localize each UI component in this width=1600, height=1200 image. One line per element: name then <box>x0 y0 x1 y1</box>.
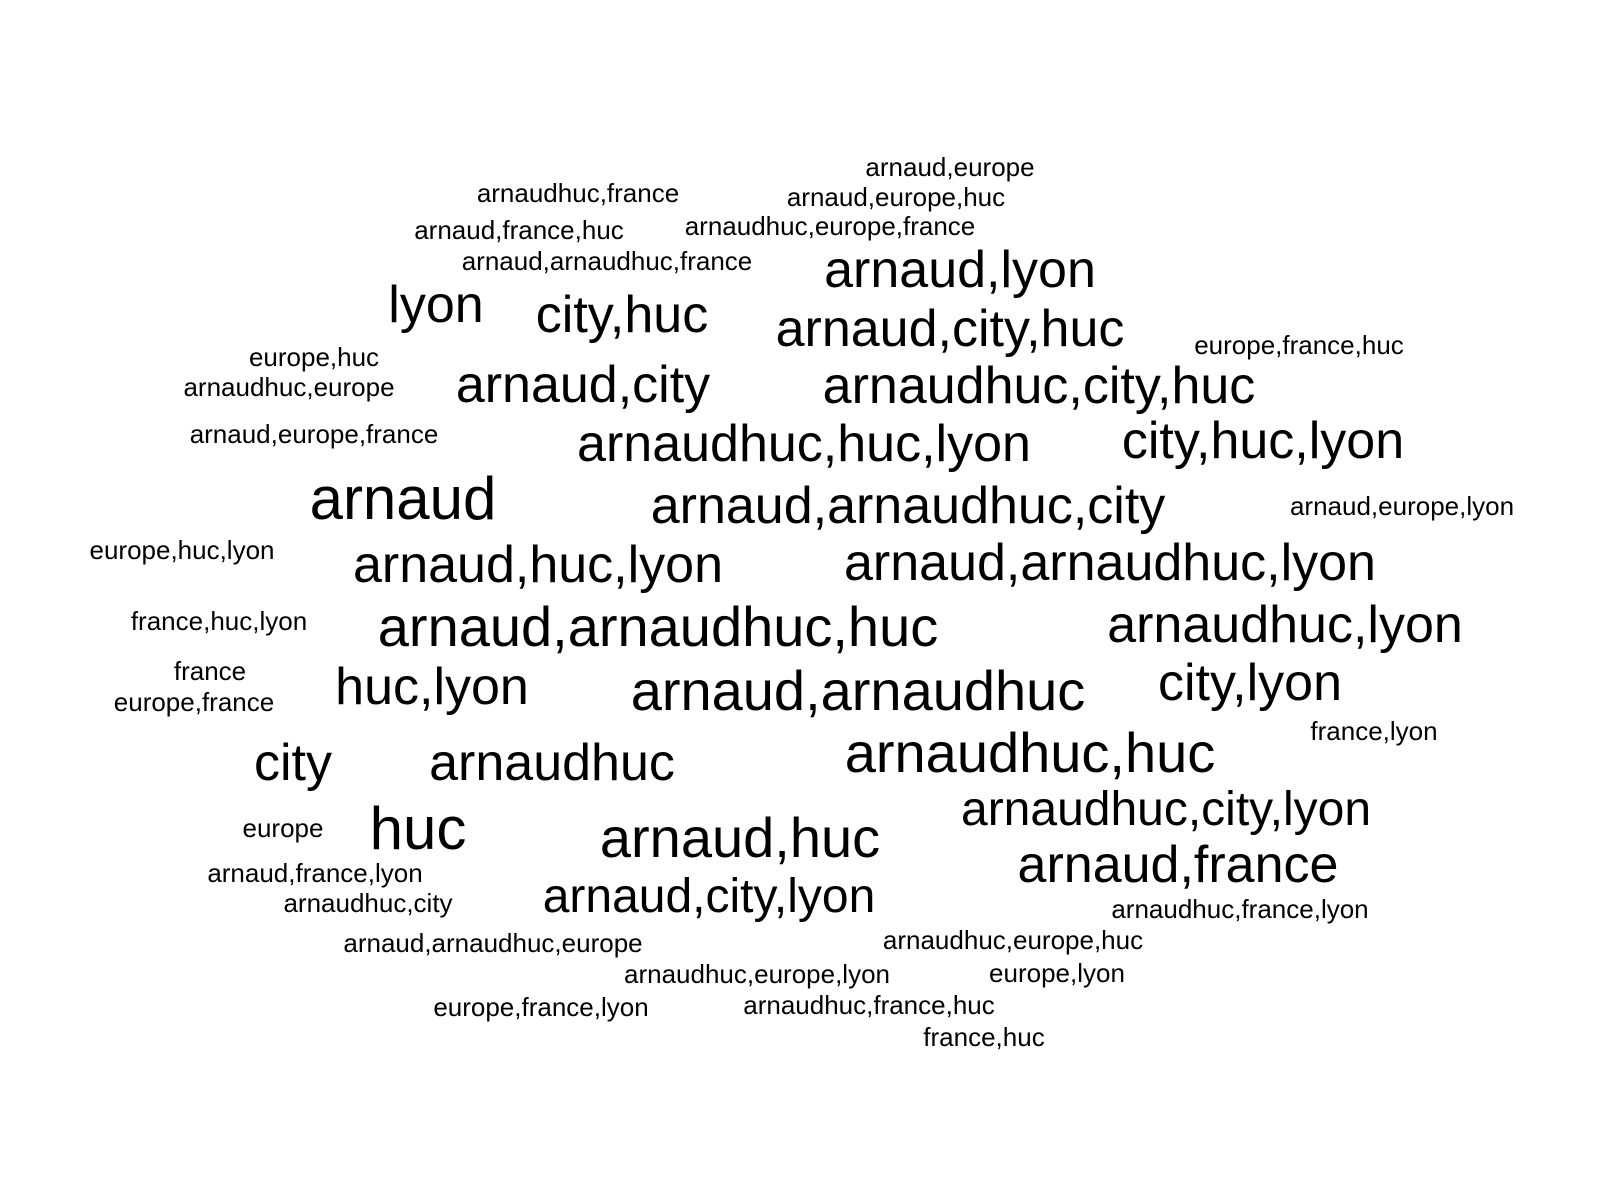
cloud-word: huc,lyon <box>335 658 529 716</box>
cloud-word: france,lyon <box>1310 716 1438 746</box>
cloud-word: europe,lyon <box>989 958 1125 988</box>
cloud-word: arnaud,europe,france <box>189 419 439 449</box>
cloud-word: arnaudhuc,huc,lyon <box>577 415 1031 473</box>
cloud-word: france <box>173 656 247 686</box>
cloud-word: arnaudhuc,city,lyon <box>960 783 1372 836</box>
cloud-word: arnaud,lyon <box>824 241 1096 299</box>
cloud-word: arnaudhuc,lyon <box>1107 596 1463 654</box>
cloud-word: arnaud,arnaudhuc,europe <box>343 928 643 958</box>
cloud-word: huc <box>369 795 467 862</box>
cloud-word: city,huc,lyon <box>1121 412 1405 470</box>
cloud-word: arnaud <box>309 465 497 532</box>
cloud-word: arnaudhuc <box>429 734 675 792</box>
cloud-word: france,huc,lyon <box>130 606 308 636</box>
cloud-word: arnaud,france <box>1017 836 1339 894</box>
cloud-word: europe,france,lyon <box>433 992 649 1022</box>
cloud-word: arnaudhuc,europe <box>183 372 395 402</box>
cloud-word: arnaudhuc,huc <box>844 721 1216 784</box>
cloud-word: arnaud,city,lyon <box>542 870 876 923</box>
cloud-word: lyon <box>388 276 484 334</box>
cloud-word: city <box>254 734 332 792</box>
cloud-word: europe,france <box>113 687 275 717</box>
cloud-word: city,huc <box>535 286 709 344</box>
cloud-word: arnaud,huc,lyon <box>352 536 724 594</box>
cloud-word: arnaud,arnaudhuc <box>630 659 1086 722</box>
cloud-word: arnaud,arnaudhuc,lyon <box>844 534 1376 592</box>
cloud-word: france,huc <box>923 1022 1045 1052</box>
cloud-word: arnaud,europe,lyon <box>1289 491 1515 521</box>
cloud-word: europe,huc,lyon <box>89 535 275 565</box>
cloud-word: europe,huc <box>248 342 380 372</box>
cloud-word: arnaudhuc,france <box>476 178 680 208</box>
cloud-word: arnaud,europe,huc <box>786 182 1006 212</box>
cloud-word: arnaud,huc <box>599 806 881 869</box>
cloud-word: arnaud,arnaudhuc,france <box>461 246 753 276</box>
cloud-word: city,lyon <box>1158 654 1342 712</box>
cloud-word: arnaudhuc,france,lyon <box>1111 894 1369 924</box>
cloud-word: arnaud,france,lyon <box>207 858 423 888</box>
cloud-word: arnaudhuc,france,huc <box>743 990 995 1020</box>
cloud-word: arnaudhuc,europe,france <box>684 211 976 241</box>
cloud-word: arnaud,city <box>455 356 711 414</box>
cloud-word: arnaudhuc,europe,lyon <box>624 959 890 989</box>
cloud-word: arnaud,arnaudhuc,huc <box>377 595 939 658</box>
cloud-word: arnaudhuc,city <box>283 888 453 918</box>
cloud-word: europe,france,huc <box>1194 330 1404 360</box>
cloud-word: arnaud,arnaudhuc,city <box>650 477 1166 535</box>
cloud-word: arnaudhuc,city,huc <box>822 357 1256 415</box>
cloud-word: arnaud,france,huc <box>414 215 624 245</box>
cloud-word: arnaud,europe <box>865 152 1035 182</box>
cloud-word: europe <box>242 813 324 843</box>
cloud-word: arnaud,city,huc <box>775 300 1125 358</box>
cloud-word: arnaudhuc,europe,huc <box>882 925 1144 955</box>
